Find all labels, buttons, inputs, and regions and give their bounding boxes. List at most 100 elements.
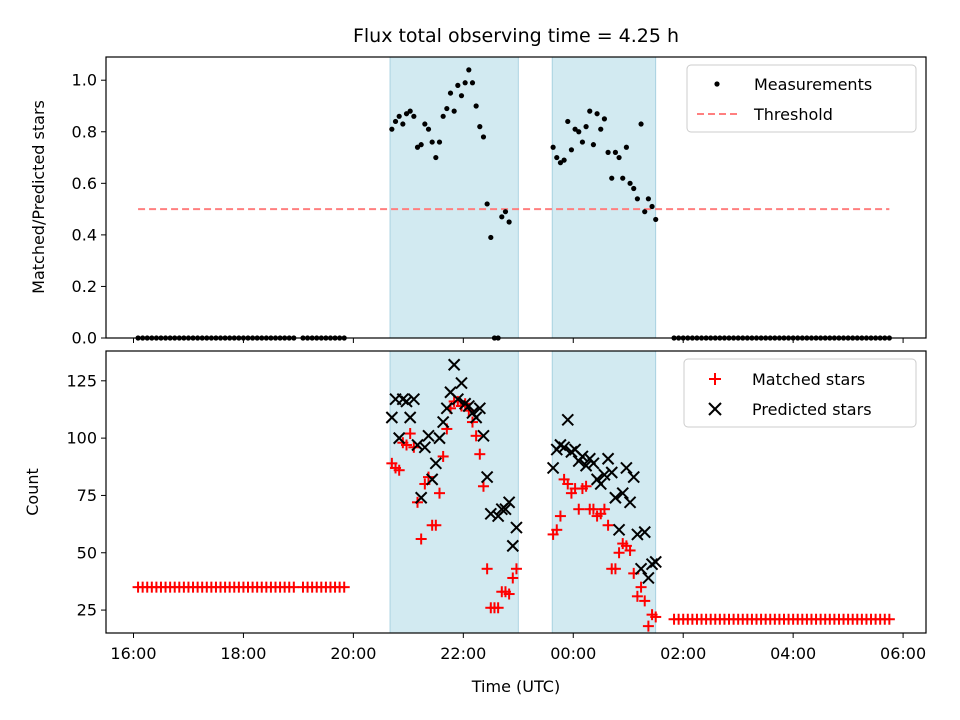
predicted-star-point bbox=[598, 468, 611, 482]
predicted-star-point bbox=[484, 507, 498, 520]
predicted-star-point bbox=[638, 525, 651, 539]
matched-star-point bbox=[883, 613, 895, 625]
x-tick-label: 16:00 bbox=[110, 644, 156, 663]
predicted-star-point bbox=[587, 457, 600, 470]
predicted-star-point bbox=[499, 502, 512, 516]
bottom-x-ticks: 16:00 18:00 20:00 22:00 00:00 02:00 04:00 06:00 bbox=[110, 633, 926, 663]
legend-predicted-label: Predicted stars bbox=[752, 400, 872, 419]
predicted-star-point bbox=[612, 523, 626, 537]
observing-window-2 bbox=[551, 56, 657, 339]
measurement-point bbox=[572, 126, 578, 132]
legend-measurements-label: Measurements bbox=[754, 75, 872, 94]
measurement-point bbox=[623, 144, 630, 150]
matched-star-point bbox=[551, 524, 563, 536]
measurement-point bbox=[411, 113, 417, 119]
x-tick-label: 20:00 bbox=[330, 644, 376, 663]
matched-star-point bbox=[415, 533, 427, 545]
top-y-axis-label: Matched/Predicted stars bbox=[29, 100, 48, 294]
measurement-point bbox=[429, 139, 435, 145]
measurement-point bbox=[616, 154, 622, 161]
x-axis-label: Time (UTC) bbox=[471, 677, 560, 696]
x-tick-label: 02:00 bbox=[660, 644, 706, 663]
bottom-y-ticks: 25 50 75 100 125 bbox=[66, 371, 106, 620]
legend-threshold-label: Threshold bbox=[753, 105, 833, 124]
measurement-point bbox=[631, 185, 637, 192]
measurement-point bbox=[469, 80, 476, 86]
observing-window-2 bbox=[551, 350, 657, 634]
measurement-point bbox=[451, 108, 457, 114]
measurement-point bbox=[403, 111, 410, 117]
legend-matched-marker bbox=[709, 373, 721, 385]
predicted-star-point bbox=[433, 431, 446, 445]
matched-star-point bbox=[338, 581, 350, 593]
predicted-star-point bbox=[579, 459, 593, 472]
measurement-point bbox=[594, 111, 600, 117]
measurement-point bbox=[484, 201, 490, 207]
measurement-point bbox=[645, 196, 651, 202]
predicted-star-point bbox=[620, 461, 633, 475]
predicted-star-point bbox=[436, 415, 450, 429]
predicted-star-point bbox=[631, 528, 644, 541]
measurement-point bbox=[642, 209, 648, 215]
measurement-point bbox=[407, 108, 413, 114]
matched-star-point bbox=[650, 611, 662, 623]
matched-star-point bbox=[635, 581, 647, 593]
bottom-y-tick-label: 75 bbox=[77, 486, 97, 505]
top-y-tick-label: 0.6 bbox=[72, 174, 97, 193]
measurement-point bbox=[605, 149, 611, 155]
measurement-point bbox=[601, 116, 608, 122]
top-legend-box bbox=[686, 64, 917, 133]
measurement-point bbox=[506, 219, 512, 225]
predicted-star-point bbox=[642, 571, 655, 585]
bottom-plot-frame bbox=[105, 350, 927, 634]
predicted-star-point bbox=[506, 539, 520, 553]
measurement-point bbox=[462, 80, 468, 86]
measurement-point bbox=[458, 93, 465, 99]
measurement-point bbox=[455, 82, 461, 88]
matched-star-point bbox=[642, 620, 654, 632]
measurement-point bbox=[634, 196, 640, 202]
x-tick-label: 00:00 bbox=[550, 644, 596, 663]
measurement-point bbox=[653, 216, 659, 223]
predicted-star-point bbox=[385, 411, 399, 424]
predicted-star-point bbox=[649, 555, 662, 569]
top-x-ticks bbox=[132, 338, 904, 343]
matched-star-point bbox=[393, 464, 405, 476]
x-tick-label: 04:00 bbox=[770, 644, 816, 663]
top-y-tick-label: 0.2 bbox=[72, 277, 97, 296]
matched-star-point bbox=[602, 519, 614, 531]
measurement-point bbox=[422, 121, 428, 127]
measurement-point bbox=[425, 126, 432, 132]
predicted-star-point bbox=[623, 496, 637, 509]
top-y-tick-label: 0.4 bbox=[72, 225, 97, 244]
matched-star-point bbox=[580, 480, 592, 492]
predicted-star-point bbox=[627, 470, 640, 484]
matched-star-point bbox=[631, 590, 643, 602]
predicted-star-point bbox=[447, 358, 461, 371]
bottom-points bbox=[132, 358, 895, 632]
measurement-point bbox=[579, 139, 586, 145]
x-tick-label: 18:00 bbox=[220, 644, 266, 663]
predicted-star-point bbox=[403, 411, 417, 424]
measurement-point bbox=[590, 142, 597, 148]
matched-star-point bbox=[587, 503, 599, 515]
matched-star-point bbox=[492, 602, 504, 614]
measurement-point bbox=[638, 121, 644, 127]
top-y-tick-label: 0.8 bbox=[72, 122, 97, 141]
measurement-point bbox=[557, 160, 564, 166]
matched-star-point bbox=[430, 519, 442, 531]
measurement-point bbox=[440, 113, 446, 119]
measurement-point bbox=[598, 126, 604, 132]
measurement-point bbox=[466, 67, 472, 73]
bottom-y-axis-label: Count bbox=[23, 468, 42, 516]
top-y-tick-label: 1.0 bbox=[72, 71, 97, 90]
measurement-point bbox=[583, 124, 589, 130]
matched-star-point bbox=[598, 503, 610, 515]
measurement-point bbox=[392, 118, 399, 125]
top-legend: Measurements Threshold bbox=[686, 64, 917, 133]
predicted-star-point bbox=[576, 450, 589, 463]
top-y-ticks: 0.0 0.2 0.4 0.6 0.8 1.0 bbox=[72, 71, 106, 348]
bottom-legend-box bbox=[683, 358, 917, 428]
matched-star-point bbox=[613, 547, 625, 559]
